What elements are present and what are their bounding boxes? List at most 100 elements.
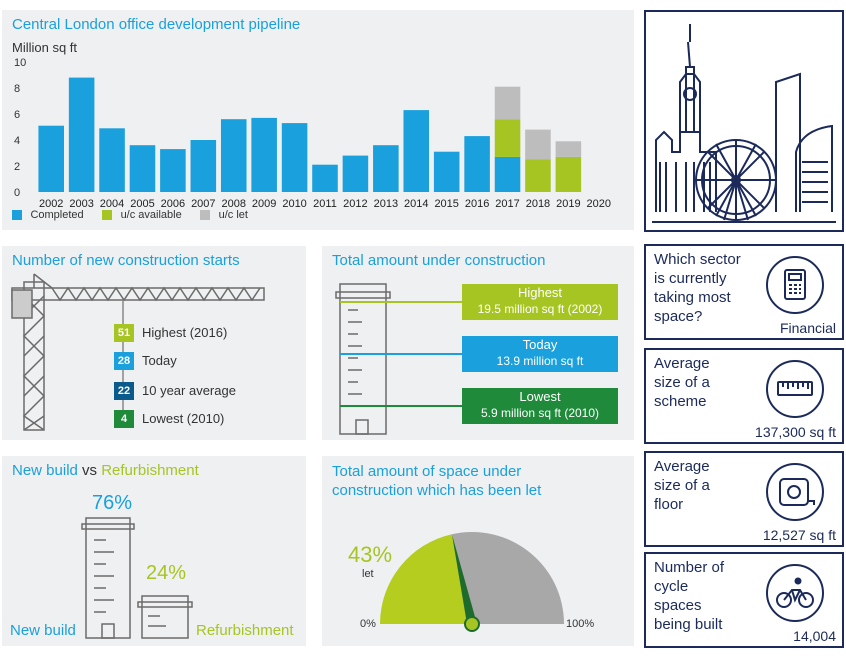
legend-let: u/c let (218, 208, 248, 221)
floor-q3: floor (654, 496, 684, 513)
bar-2002-completed (38, 125, 64, 192)
starts-badge-today: 28 (114, 352, 134, 370)
bar-2017-available (494, 119, 521, 157)
uc-highest-callout: Highest 19.5 million sq ft (2002) (462, 284, 618, 320)
let-pct: 43% (348, 542, 393, 567)
gauge-needle (451, 534, 477, 624)
uc-lowest-callout: Lowest 5.9 million sq ft (2010) (462, 388, 618, 424)
x-tick-label: 2012 (343, 198, 367, 210)
buildings-icon (81, 517, 193, 639)
cycle-q3: spaces (654, 597, 702, 614)
bicycle-icon (766, 564, 824, 622)
sector-question: Which sector is currently taking most sp… (654, 250, 741, 326)
pipeline-unit: Million sq ft (12, 40, 78, 55)
bar-2017-completed (494, 156, 521, 192)
uc-highest-title: Highest (517, 285, 563, 300)
gauge-hub (464, 616, 480, 632)
bar-2010-completed (281, 123, 308, 192)
scheme-value: 137,300 sq ft (755, 424, 836, 440)
legend-available: u/c available (120, 208, 182, 221)
uc-highest-value: 19.5 million sq ft (2002) (477, 302, 603, 316)
bar-2008-completed (220, 119, 247, 192)
x-tick-label: 2016 (465, 198, 489, 210)
x-tick-label: 2009 (252, 198, 276, 210)
skyline-panel (644, 10, 844, 232)
bar-2006-completed (160, 149, 186, 192)
cycle-question: Number of cycle spaces being built (654, 558, 724, 634)
x-tick-label: 2018 (526, 198, 550, 210)
uc-today-value: 13.9 million sq ft (496, 354, 584, 368)
pipeline-panel: Central London office development pipeli… (2, 10, 634, 230)
building-icon (335, 283, 462, 435)
x-tick-label: 2020 (587, 198, 611, 210)
floor-q1: Average (654, 458, 710, 475)
pipeline-title: Central London office development pipeli… (12, 16, 301, 33)
gauge-remaining-segment (451, 532, 564, 624)
bar-2009-completed (251, 117, 277, 192)
let-title: Total amount of space under construction… (332, 462, 541, 500)
bar-2007-completed (190, 140, 217, 192)
starts-badge-lowest: 4 (114, 410, 134, 428)
bar-2019-available (555, 156, 582, 192)
x-tick-label: 2003 (69, 198, 93, 210)
uc-title: Total amount under construction (332, 252, 546, 269)
legend-swatch-available (102, 209, 113, 220)
x-tick-label: 2013 (374, 198, 398, 210)
newbuild-title-a: New build (12, 462, 78, 479)
floor-question: Average size of a floor (654, 457, 710, 514)
bar-2017-let (494, 86, 521, 120)
starts-badge-average: 22 (114, 382, 134, 400)
sector-q1: Which sector (654, 251, 741, 268)
sector-q4: space? (654, 308, 703, 325)
bar-2003-completed (68, 77, 95, 192)
x-tick-label: 2005 (130, 198, 154, 210)
uc-today-callout: Today 13.9 million sq ft (462, 336, 618, 372)
let-title-line1: Total amount of space under (332, 463, 522, 480)
x-tick-label: 2007 (191, 198, 215, 210)
under-construction-panel: Total amount under construction Highest … (322, 246, 634, 440)
starts-label-today: Today (142, 353, 177, 368)
uc-lowest-title: Lowest (519, 389, 561, 404)
let-pct-label: let (362, 568, 374, 580)
legend-swatch-completed (12, 209, 22, 220)
refurb-label: Refurbishment (196, 622, 294, 639)
sector-q3: taking most (654, 289, 731, 306)
x-tick-label: 2010 (282, 198, 306, 210)
crane-icon (11, 273, 265, 431)
x-tick-label: 2002 (39, 198, 63, 210)
x-tick-label: 2017 (495, 198, 519, 210)
starts-title: Number of new construction starts (12, 252, 240, 269)
starts-label-lowest: Lowest (2010) (142, 411, 225, 426)
y-tick-label: 8 (14, 83, 20, 95)
legend-swatch-let (200, 209, 211, 220)
let-panel: Total amount of space under construction… (322, 456, 634, 646)
bar-2019-let (555, 141, 582, 157)
bar-2018-let (525, 129, 551, 160)
y-tick-label: 2 (14, 161, 20, 173)
x-tick-label: 2019 (556, 198, 580, 210)
scheme-q2: size of a (654, 374, 710, 391)
x-tick-label: 2008 (221, 198, 245, 210)
floor-value: 12,527 sq ft (762, 527, 836, 543)
pipeline-legend: Completed u/c available u/c let (12, 206, 252, 222)
pipeline-chart: 0 2 4 6 8 10 2002 2003 2004 2005 2006 2007 2008 2009 2… (14, 57, 611, 210)
cycle-value: 14,004 (793, 628, 836, 644)
newbuild-label: New build (10, 622, 76, 639)
y-tick-label: 6 (14, 109, 20, 121)
x-tick-label: 2011 (313, 198, 337, 210)
sector-q2: is currently (654, 270, 727, 287)
tape-measure-icon (766, 463, 824, 521)
cycle-q4: being built (654, 616, 723, 633)
bar-2013-completed (373, 145, 399, 192)
y-tick-label: 4 (14, 135, 20, 147)
newbuild-pct: 76% (92, 492, 133, 514)
floor-q2: size of a (654, 477, 710, 494)
refurb-pct: 24% (146, 562, 187, 584)
floor-card: Average size of a floor 12,527 sq ft (644, 451, 844, 547)
y-tick-label: 0 (14, 187, 20, 199)
cycle-q1: Number of (654, 559, 725, 576)
uc-lowest-value: 5.9 million sq ft (2010) (480, 406, 600, 420)
x-tick-label: 2004 (100, 198, 124, 210)
newbuild-title-b: Refurbishment (101, 462, 199, 479)
scheme-card: Average size of a scheme 137,300 sq ft (644, 348, 844, 444)
